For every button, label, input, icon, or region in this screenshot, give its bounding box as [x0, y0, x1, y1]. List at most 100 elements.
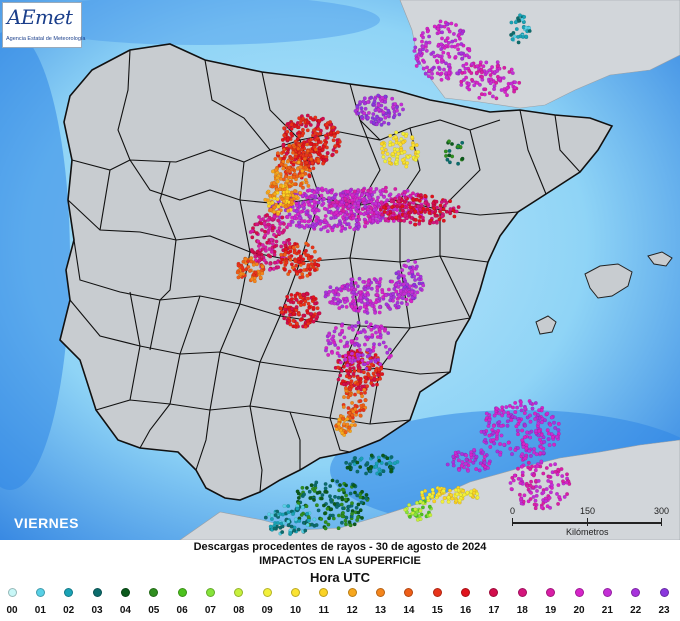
lightning-strike: [364, 320, 369, 325]
lightning-strike: [307, 202, 312, 207]
lightning-strike: [384, 462, 389, 466]
lightning-strike: [335, 130, 340, 135]
lightning-strike: [389, 455, 394, 460]
lightning-strike: [525, 430, 530, 435]
legend-item-14: 14: [395, 588, 423, 616]
lightning-strike: [309, 254, 314, 259]
lightning-strike: [378, 472, 383, 477]
lightning-strike: [469, 452, 474, 457]
lightning-strike: [362, 387, 367, 392]
lightning-strike: [336, 495, 341, 500]
lightning-strike: [401, 274, 406, 279]
lightning-strike: [298, 183, 303, 188]
lightning-strike: [317, 145, 322, 150]
lightning-strike: [555, 434, 559, 439]
lightning-strike: [409, 208, 414, 213]
lightning-strike: [356, 502, 361, 507]
lightning-strike: [321, 503, 326, 508]
lightning-strike: [351, 215, 356, 220]
lightning-strike: [286, 510, 291, 515]
lightning-strike: [378, 333, 383, 337]
legend-item-22: 22: [622, 588, 650, 616]
lightning-strike: [386, 121, 391, 126]
lightning-strike: [310, 245, 315, 250]
lightning-strike: [272, 526, 277, 531]
lightning-strike: [375, 382, 379, 387]
lightning-strike: [453, 38, 458, 43]
lightning-strike: [351, 371, 356, 376]
lightning-strike: [358, 298, 363, 303]
lightning-strike: [396, 151, 401, 156]
lightning-strike: [292, 175, 297, 180]
lightning-strike: [418, 207, 423, 212]
lightning-strike: [523, 423, 528, 428]
lightning-strike: [339, 502, 344, 507]
lightning-strike: [387, 157, 392, 162]
lightning-strike: [290, 306, 294, 311]
lightning-strike: [424, 42, 428, 47]
lightning-strike: [304, 485, 309, 490]
lightning-strike: [434, 199, 439, 204]
legend-label: 18: [516, 605, 528, 616]
lightning-strike: [266, 218, 271, 222]
lightning-strike: [327, 289, 332, 294]
lightning-strike: [398, 142, 403, 147]
lightning-strike: [364, 492, 369, 497]
lightning-strike: [352, 227, 357, 232]
lightning-strike: [332, 501, 337, 506]
lightning-strike: [445, 36, 450, 41]
lightning-strike: [321, 116, 325, 121]
lightning-strike: [425, 65, 430, 70]
lightning-strike: [508, 446, 513, 451]
lightning-strike: [460, 56, 465, 61]
lightning-strike: [299, 299, 304, 304]
lightning-strike: [355, 382, 360, 387]
lightning-strike: [373, 353, 378, 357]
lightning-strike: [515, 405, 520, 410]
lightning-strike: [403, 195, 408, 200]
lightning-strike: [410, 290, 414, 295]
lightning-strike: [372, 96, 377, 101]
lightning-strike: [497, 420, 502, 424]
lightning-strike: [355, 493, 360, 498]
lightning-strike: [362, 362, 367, 367]
lightning-strike: [427, 210, 432, 215]
lightning-strike: [472, 447, 477, 452]
lightning-strike: [423, 488, 428, 493]
lightning-strike: [418, 50, 423, 55]
lightning-strike: [397, 112, 402, 117]
lightning-strike: [391, 291, 396, 296]
lightning-strike: [363, 287, 368, 292]
lightning-strike: [487, 417, 492, 422]
lightning-strike: [366, 292, 371, 297]
lightning-strike: [332, 134, 337, 139]
lightning-strike: [329, 216, 334, 221]
lightning-strike: [310, 204, 315, 209]
lightning-strike: [291, 311, 296, 316]
lightning-strike: [321, 145, 326, 149]
lightning-strike: [543, 418, 547, 423]
lightning-strike: [276, 265, 281, 270]
lightning-strike: [451, 463, 456, 468]
lightning-strike: [351, 295, 355, 299]
lightning-strike: [524, 25, 529, 30]
legend-label: 10: [289, 605, 302, 616]
legend-label: 21: [601, 605, 613, 616]
legend-item-20: 20: [565, 588, 593, 616]
lightning-strike: [527, 449, 532, 453]
lightning-strike: [439, 47, 444, 52]
lightning-strike: [270, 169, 275, 174]
lightning-strike: [236, 263, 241, 268]
lightning-strike: [400, 158, 405, 163]
lightning-strike: [301, 150, 306, 155]
lightning-strike: [384, 293, 389, 298]
lightning-strike: [268, 524, 273, 529]
lightning-strike: [334, 149, 339, 154]
lightning-strike: [439, 42, 444, 47]
lightning-strike: [536, 421, 541, 426]
lightning-strike: [426, 74, 431, 79]
lightning-strike: [457, 69, 462, 73]
lightning-strike: [517, 80, 522, 85]
lightning-strike: [304, 241, 309, 246]
legend-item-08: 08: [225, 588, 253, 616]
